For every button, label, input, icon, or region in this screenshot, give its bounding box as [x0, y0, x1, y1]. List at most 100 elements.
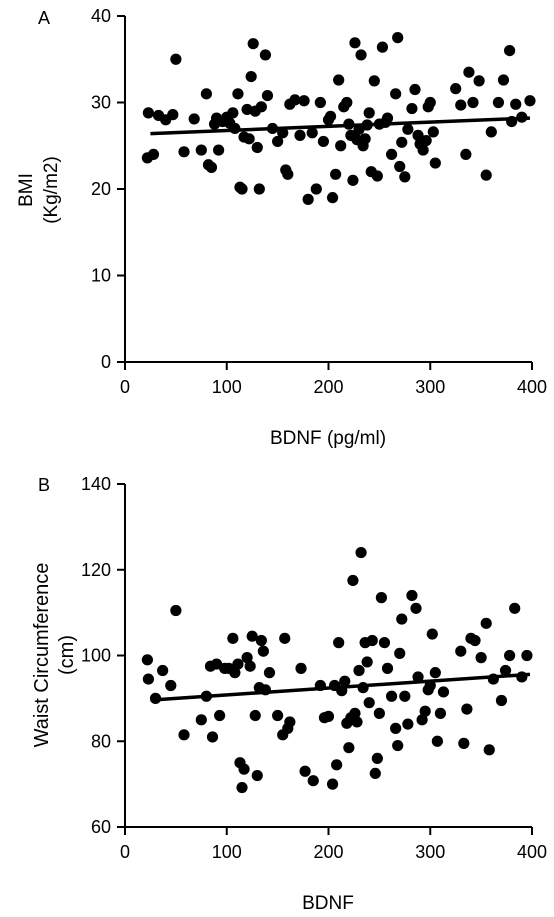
- panel-b-data-point: [363, 697, 375, 709]
- panel-b-x-tick-label: 100: [212, 842, 242, 862]
- panel-a-data-point: [394, 160, 406, 173]
- panel-a-data-point: [142, 107, 155, 119]
- panel-a-x-tick-label: 100: [212, 377, 242, 397]
- panel-b-data-point: [369, 767, 381, 780]
- panel-a-data-point: [251, 141, 263, 154]
- panel-b-y-tick-label: 120: [81, 560, 111, 580]
- panel-a-data-point: [253, 183, 265, 195]
- panel-a-data-point: [385, 148, 398, 160]
- panel-b-data-point: [426, 628, 438, 640]
- panel-a-data-point: [381, 112, 394, 124]
- panel-b-data-point: [431, 735, 443, 747]
- panel-b-x-ticks: 0 100 200 300 400: [120, 827, 547, 862]
- panel-a-data-point: [188, 113, 200, 125]
- panel-a-data-point: [247, 38, 259, 50]
- panel-b-data-point: [419, 705, 431, 717]
- panel-b-data-point: [351, 716, 363, 728]
- panel-b-data-point: [227, 632, 239, 644]
- panel-a-data-point: [195, 144, 207, 156]
- panel-a-data-point: [302, 193, 314, 205]
- panel-b-data-point: [331, 759, 343, 771]
- panel-b-data-point: [385, 690, 398, 702]
- panel-b-data-point: [141, 654, 153, 666]
- panel-a-data-point: [326, 192, 339, 204]
- panel-b-data-point: [406, 589, 418, 602]
- panel-b-data-point: [322, 710, 335, 722]
- panel-b-data-point: [399, 690, 411, 702]
- panel-a-data-point: [289, 94, 301, 106]
- panel-a-data-point: [463, 66, 475, 78]
- panel-a-data-point: [455, 99, 467, 111]
- panel-a-data-point: [420, 134, 432, 147]
- panel-b-data-point: [429, 667, 441, 679]
- panel-b-data-point: [244, 660, 256, 672]
- panel-a-data-point: [473, 75, 485, 87]
- panel-a-y-ticks: 0 10 20 30 40: [91, 6, 125, 372]
- panel-a-data-point: [310, 183, 322, 195]
- panel-b-data-point: [402, 718, 414, 730]
- panel-a-data-point: [335, 140, 347, 152]
- panel-b-y-tick-label: 100: [81, 646, 111, 666]
- panel-a-data-point: [429, 157, 441, 169]
- panel-b-data-point: [206, 731, 219, 743]
- panel-a-data-point: [406, 102, 418, 115]
- panel-b-data-point: [142, 673, 155, 685]
- panel-b-data-point: [349, 707, 361, 719]
- panel-b-data-point: [483, 744, 495, 756]
- panel-a-data-point: [294, 129, 306, 141]
- panel-a-points: [141, 32, 536, 205]
- panel-a-data-point: [376, 41, 389, 53]
- panel-a-data-point: [412, 129, 424, 141]
- panel-a-data-point: [243, 133, 255, 145]
- panel-b-data-point: [381, 662, 394, 674]
- panel-b-data-point: [375, 592, 388, 604]
- panel-a-data-point: [341, 96, 353, 109]
- panel-b-data-point: [499, 664, 512, 677]
- panel-b-data-point: [263, 667, 276, 679]
- panel-a-data-point: [306, 127, 318, 139]
- panel-b-data-point: [461, 703, 473, 715]
- panel-b-y-tick-label: 80: [91, 731, 111, 751]
- panel-a-y-tick-label: 30: [91, 93, 111, 113]
- panel-a-data-point: [298, 95, 310, 107]
- panel-a-data-point: [510, 98, 522, 110]
- panel-a-data-point: [232, 88, 244, 100]
- panel-a-data-point: [392, 32, 404, 44]
- panel-b-data-point: [299, 765, 311, 777]
- panel-a-data-point: [167, 109, 179, 121]
- panel-a-data-point: [255, 101, 267, 113]
- panel-b-data-point: [255, 634, 267, 647]
- panel-a-data-point: [524, 95, 536, 107]
- panel-b-data-point: [437, 686, 450, 698]
- panel-a-data-point: [402, 123, 414, 135]
- panel-a-x-tick-label: 400: [517, 377, 547, 397]
- panel-b-data-point: [412, 671, 424, 683]
- panel-a-data-point: [417, 144, 429, 156]
- panel-b-data-point: [361, 656, 373, 668]
- panel-b-data-point: [195, 714, 207, 726]
- panel-b-data-point: [521, 649, 533, 662]
- panel-b-data-point: [410, 602, 422, 614]
- panel-a-x-tick-label: 300: [415, 377, 445, 397]
- panel-b-data-point: [257, 645, 269, 657]
- panel-a-data-point: [147, 148, 160, 160]
- panel-a-data-point: [261, 89, 274, 102]
- panel-b-x-tick-label: 0: [120, 842, 130, 862]
- panel-a-data-point: [480, 169, 492, 181]
- panel-a-data-point: [363, 107, 375, 119]
- panel-b-trendline: [150, 672, 531, 702]
- panel-b-data-point: [339, 675, 351, 687]
- panel-b-data-point: [241, 652, 253, 664]
- panel-a-data-point: [467, 96, 479, 109]
- panel-b-data-point: [249, 709, 261, 722]
- panel-a-data-point: [200, 88, 212, 100]
- panel-a-data-point: [399, 171, 411, 183]
- panel-a-data-point: [359, 133, 371, 145]
- panel-a-data-point: [355, 49, 367, 61]
- panel-a-data-point: [259, 49, 272, 61]
- panel-b-data-point: [353, 664, 365, 677]
- panel-b-points: [141, 547, 533, 794]
- panel-b-data-point: [373, 707, 385, 719]
- panel-a-y-axis-label-line1: BMI: [16, 173, 37, 207]
- panel-b-data-point: [295, 662, 307, 674]
